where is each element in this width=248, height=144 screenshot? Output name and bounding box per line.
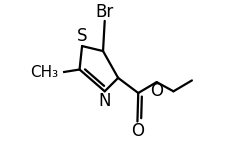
Text: O: O bbox=[150, 82, 163, 100]
Circle shape bbox=[100, 7, 109, 16]
Text: N: N bbox=[98, 92, 111, 110]
Circle shape bbox=[53, 68, 62, 78]
Text: Br: Br bbox=[95, 3, 114, 21]
Circle shape bbox=[100, 96, 109, 105]
Circle shape bbox=[152, 87, 161, 96]
Text: S: S bbox=[77, 27, 87, 45]
Text: CH₃: CH₃ bbox=[30, 65, 58, 80]
Text: O: O bbox=[131, 122, 144, 140]
Circle shape bbox=[133, 126, 142, 135]
Circle shape bbox=[77, 31, 87, 41]
